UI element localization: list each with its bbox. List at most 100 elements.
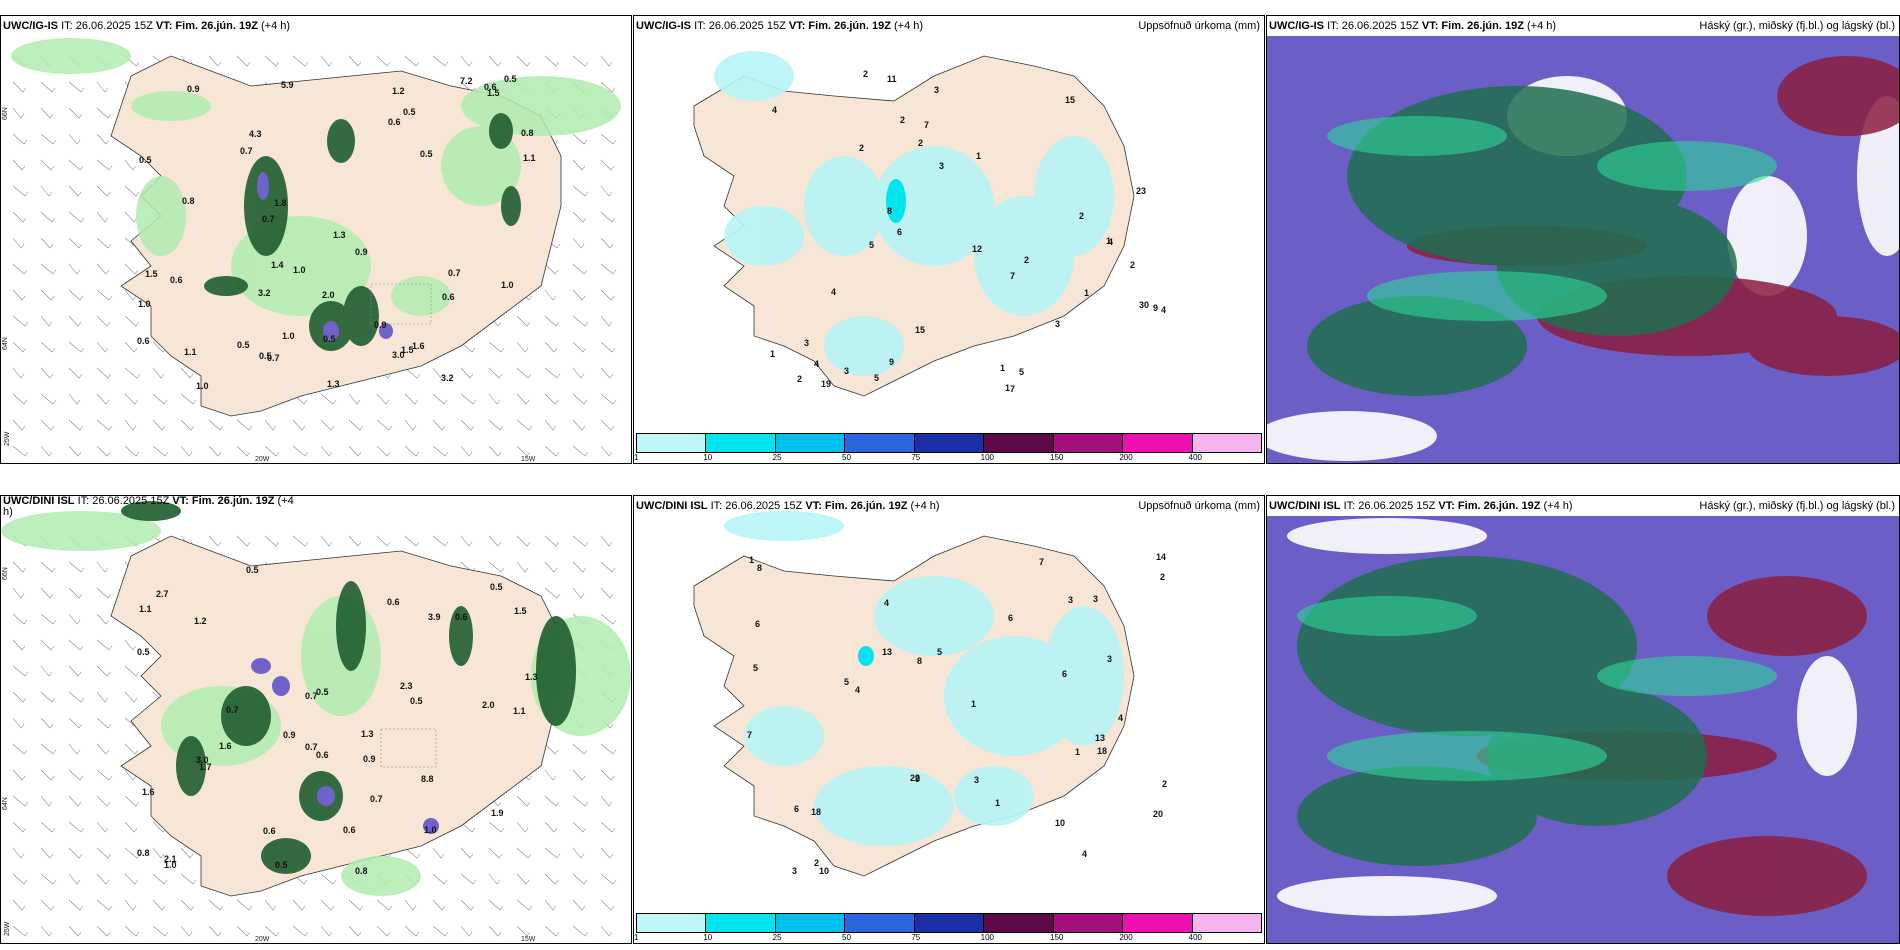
wind-barb <box>124 925 140 937</box>
cloud-teal <box>1297 596 1777 781</box>
wind-barb <box>124 847 141 859</box>
wind-barb <box>68 419 84 431</box>
lead-time: (+4 h) <box>261 20 291 32</box>
wind-barb <box>292 419 306 431</box>
wind-barb <box>432 873 448 885</box>
wind-barb <box>236 535 251 547</box>
colorbar-tick: 200 <box>1119 933 1133 942</box>
colorbar <box>636 913 1262 933</box>
wind-barb <box>348 535 362 547</box>
cloud-teal <box>1327 116 1777 321</box>
wind-barb <box>488 873 501 885</box>
colorbar-cell <box>1123 434 1193 452</box>
wind-barb <box>12 899 26 911</box>
value-label: 7 <box>1010 384 1015 394</box>
wind-barb <box>40 393 57 405</box>
wind-barb <box>404 847 421 859</box>
value-label: 20 <box>1153 809 1163 819</box>
wind-barb <box>96 159 113 171</box>
panel-header: UWC/IG-IS IT: 26.06.2025 15Z VT: Fim. 26… <box>1267 16 1899 36</box>
wind-barb <box>68 587 83 599</box>
panel-header: UWC/IG-IS IT: 26.06.2025 15Z VT: Fim. 26… <box>634 16 1264 36</box>
model-name: UWC/IG-IS <box>636 20 691 32</box>
precip-wind-map: 0.60.71.00.60.71.30.91.20.93.21.50.70.61… <box>2 38 621 463</box>
wind-barb <box>572 795 589 807</box>
wind-barb <box>12 393 28 405</box>
wind-barb <box>488 925 502 937</box>
wind-barb <box>40 847 54 859</box>
precip-dark <box>204 113 521 351</box>
wind-barb <box>600 445 613 457</box>
wind-barb <box>180 367 194 379</box>
value-label: 5 <box>937 647 942 657</box>
wind-barb <box>600 847 614 859</box>
value-label: 4 <box>1118 713 1123 723</box>
value-label: 3 <box>1093 594 1098 604</box>
value-label: 1.5 <box>401 345 414 355</box>
model-name: UWC/DINI ISL <box>636 500 708 512</box>
value-label: 1.0 <box>138 299 151 309</box>
value-label: 2 <box>859 143 864 153</box>
wind-barb <box>68 561 85 573</box>
wind-barb <box>516 445 531 457</box>
wind-barb <box>208 925 222 937</box>
wind-barb <box>544 445 560 457</box>
wind-barb <box>180 393 197 405</box>
model-name: UWC/DINI ISL <box>1269 500 1341 512</box>
value-label: 0.5 <box>259 351 272 361</box>
wind-barb <box>40 419 55 431</box>
colorbar-tick: 75 <box>911 453 921 462</box>
wind-barb <box>572 211 587 223</box>
wind-barb <box>124 691 138 703</box>
value-label: 4 <box>884 598 889 608</box>
lead-time: (+4 <box>277 495 294 507</box>
wind-barb <box>544 535 560 547</box>
wind-barb <box>96 899 113 911</box>
wind-barb <box>236 445 251 457</box>
value-label: 2 <box>1160 572 1165 582</box>
wind-barb <box>12 185 29 197</box>
colorbar-cell <box>984 434 1054 452</box>
colorbar-cell <box>706 434 776 452</box>
value-label: 7 <box>747 730 752 740</box>
lead-time: (+4 h) <box>1543 500 1573 512</box>
value-label: 23 <box>1136 186 1146 196</box>
wind-barb <box>124 795 140 807</box>
panel-bottom-left: UWC/DINI ISL IT: 26.06.2025 15Z VT: Fim.… <box>0 495 632 944</box>
wind-barb <box>180 925 193 937</box>
wind-barb <box>40 873 57 885</box>
wind-barb <box>124 341 138 353</box>
wind-barb <box>600 795 613 807</box>
wind-barb <box>544 795 560 807</box>
colorbar-tick: 50 <box>842 453 851 462</box>
lon-label-15: 15W <box>521 936 536 943</box>
accum-cyan-strong <box>858 646 874 666</box>
panel-header: UWC/IG-IS IT: 26.06.2025 15Z VT: Fim. 26… <box>1 16 631 36</box>
wind-barb <box>572 237 585 249</box>
value-label: 3 <box>974 775 979 785</box>
wind-barb <box>544 341 558 353</box>
lat-label-66: 66N <box>2 567 9 580</box>
accum-labels: 2331412621930722315985442715524313237511… <box>770 69 1166 394</box>
wind-barb <box>68 315 82 327</box>
wind-barb <box>600 211 616 223</box>
value-label: 8.8 <box>421 774 434 784</box>
value-label: 1.2 <box>392 86 405 96</box>
wind-barb <box>12 873 28 885</box>
lead-time-wrap: h) <box>3 506 13 518</box>
colorbar-cell <box>1053 434 1124 452</box>
wind-barb <box>208 899 224 911</box>
value-label: 0.6 <box>170 275 183 285</box>
wind-barb <box>348 419 364 431</box>
wind-barb <box>460 873 477 885</box>
valid-time: VT: Fim. 26.jún. 19Z <box>155 20 258 32</box>
precip-labels: 0.6 2.1 1.6 0.7 2.7 0.5 3.0 0.8 0.6 0.8 1.3 1.9 0.9 2… <box>137 565 538 876</box>
value-label: 9 <box>1153 303 1158 313</box>
panel-top-left: UWC/IG-IS IT: 26.06.2025 15Z VT: Fim. 26… <box>0 15 632 464</box>
value-label: 0.5 <box>316 687 329 697</box>
wind-barb <box>600 587 614 599</box>
value-label: 3 <box>1107 654 1112 664</box>
wind-barb <box>600 133 617 145</box>
wind-barb <box>68 769 84 781</box>
wind-barb <box>572 315 589 327</box>
